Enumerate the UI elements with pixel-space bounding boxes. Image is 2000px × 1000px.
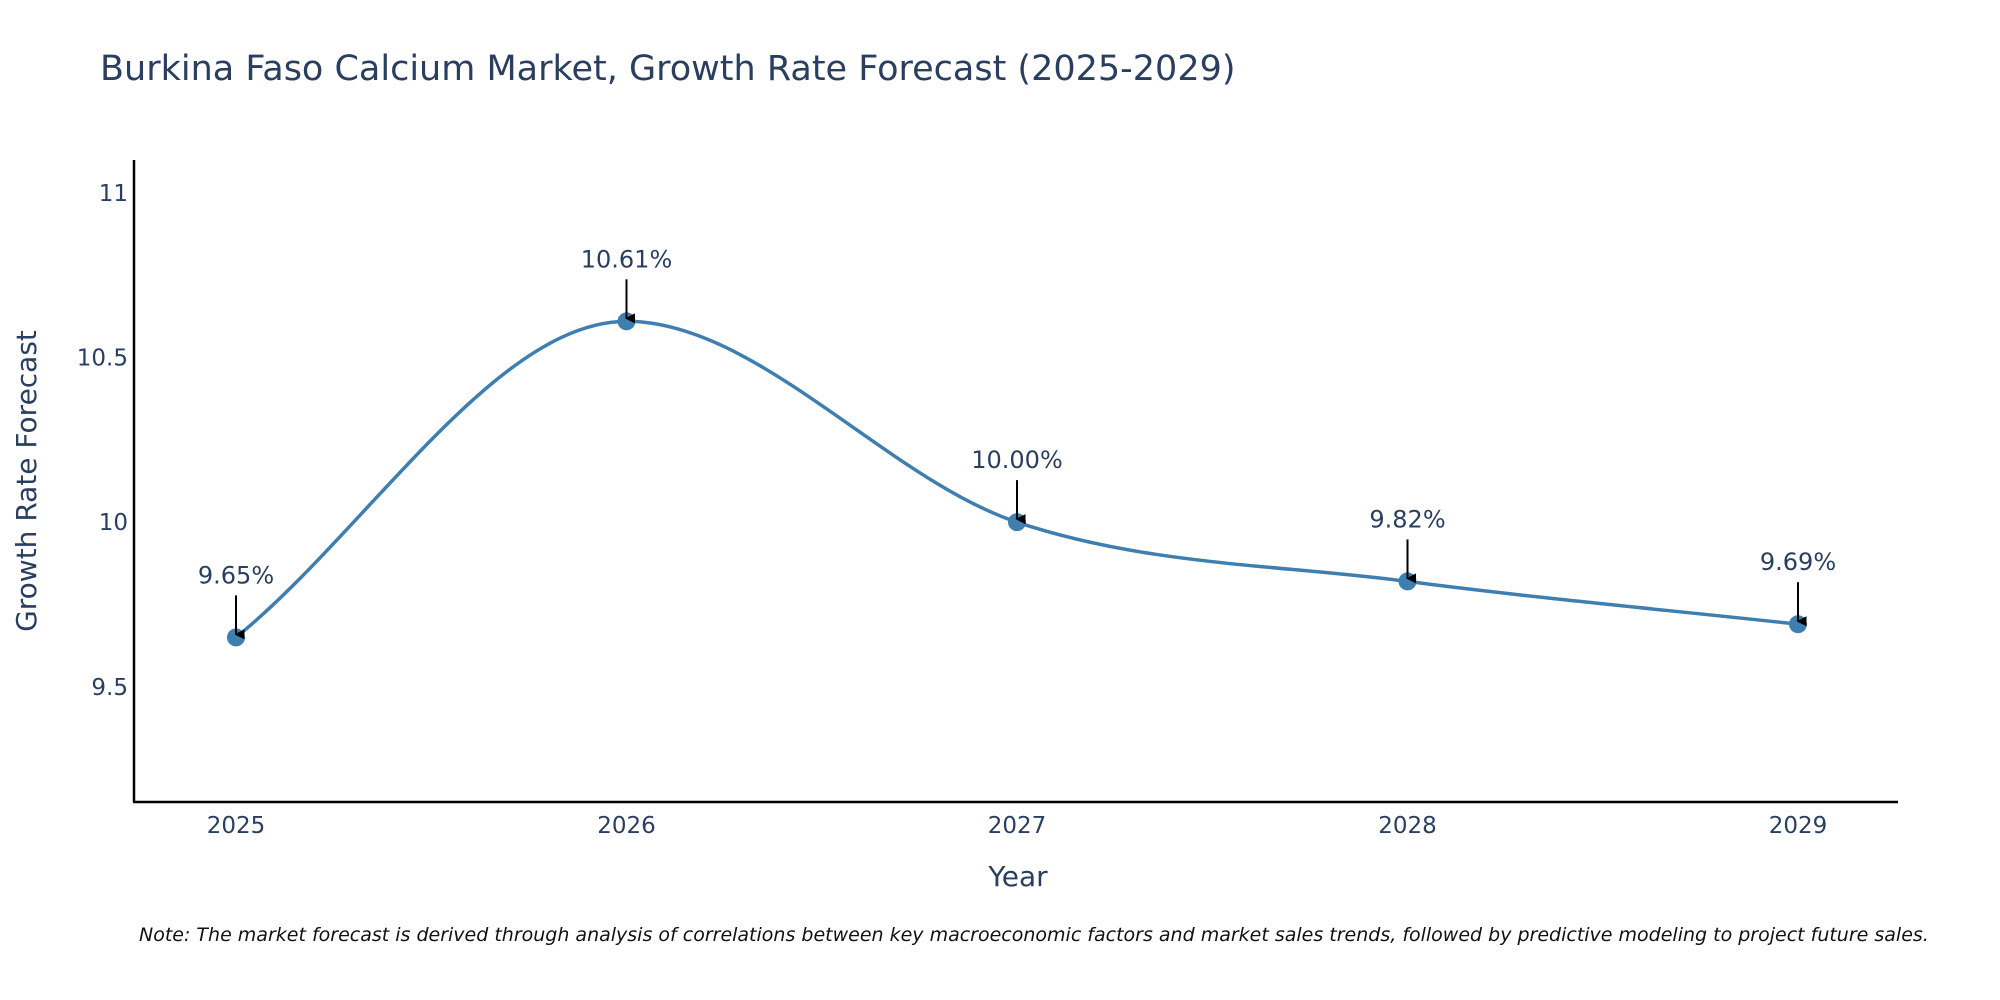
data-label: 9.65%: [198, 561, 274, 589]
axes: [132, 160, 1898, 804]
forecast-note: Note: The market forecast is derived thr…: [139, 924, 1929, 946]
x-tick-label: 2029: [1769, 813, 1828, 839]
data-label: 10.61%: [581, 245, 673, 273]
data-label: 9.69%: [1760, 548, 1836, 576]
y-tick-label: 10.5: [77, 346, 128, 372]
data-label: 9.82%: [1369, 505, 1445, 533]
data-annotations: 9.65% 10.61% 10.00% 9.82% 9.69%: [198, 245, 1836, 640]
x-tick-label: 2026: [597, 813, 656, 839]
data-label: 10.00%: [971, 446, 1063, 474]
y-tick-label: 11: [99, 181, 128, 207]
x-tick-label: 2028: [1378, 813, 1437, 839]
x-ticks: 2025 2026 2027 2028 2029: [207, 813, 1828, 839]
x-axis-title: Year: [987, 860, 1048, 893]
y-tick-label: 9.5: [91, 675, 128, 701]
y-tick-label: 10: [99, 510, 128, 536]
x-tick-label: 2027: [988, 813, 1047, 839]
series-line-growth-rate: [234, 319, 1799, 639]
chart-title: Burkina Faso Calcium Market, Growth Rate…: [100, 49, 1236, 89]
x-tick-label: 2025: [207, 813, 266, 839]
y-axis-title: Growth Rate Forecast: [10, 330, 43, 632]
data-points: [227, 312, 1807, 647]
y-ticks: 9.5 10 10.5 11: [77, 181, 128, 701]
